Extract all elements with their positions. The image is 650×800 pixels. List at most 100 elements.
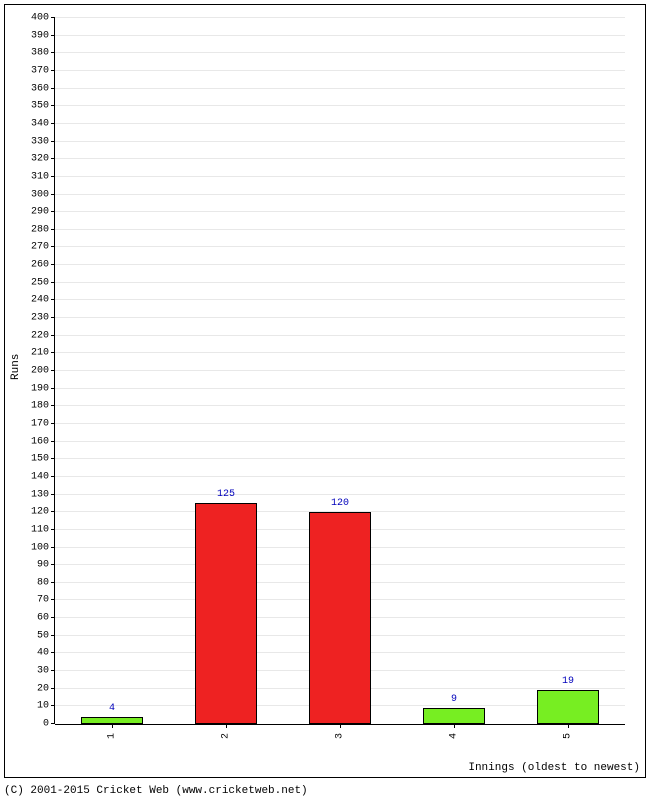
gridline <box>55 264 625 265</box>
y-tick-mark <box>51 35 55 36</box>
y-tick-label: 390 <box>31 30 49 41</box>
y-tick-label: 360 <box>31 83 49 94</box>
y-tick-mark <box>51 176 55 177</box>
y-tick-label: 0 <box>43 719 49 730</box>
y-tick-mark <box>51 511 55 512</box>
gridline <box>55 335 625 336</box>
gridline <box>55 70 625 71</box>
y-tick-label: 160 <box>31 436 49 447</box>
y-tick-label: 190 <box>31 383 49 394</box>
y-tick-label: 300 <box>31 189 49 200</box>
y-tick-mark <box>51 458 55 459</box>
y-tick-label: 380 <box>31 48 49 59</box>
y-tick-label: 100 <box>31 542 49 553</box>
plot-area: 0102030405060708090100110120130140150160… <box>55 18 625 724</box>
x-tick-mark <box>226 724 227 728</box>
bar <box>81 717 144 724</box>
gridline <box>55 246 625 247</box>
gridline <box>55 370 625 371</box>
y-tick-mark <box>51 564 55 565</box>
y-tick-mark <box>51 423 55 424</box>
y-tick-mark <box>51 229 55 230</box>
y-tick-label: 210 <box>31 348 49 359</box>
y-tick-label: 400 <box>31 13 49 24</box>
y-tick-label: 30 <box>37 666 49 677</box>
gridline <box>55 211 625 212</box>
y-tick-label: 290 <box>31 207 49 218</box>
y-tick-label: 140 <box>31 471 49 482</box>
y-tick-label: 70 <box>37 595 49 606</box>
gridline <box>55 299 625 300</box>
y-tick-label: 320 <box>31 154 49 165</box>
gridline <box>55 194 625 195</box>
y-tick-label: 270 <box>31 242 49 253</box>
gridline <box>55 158 625 159</box>
y-tick-label: 150 <box>31 454 49 465</box>
y-tick-mark <box>51 529 55 530</box>
x-axis-title: Innings (oldest to newest) <box>468 762 640 774</box>
y-tick-label: 340 <box>31 118 49 129</box>
x-tick-mark <box>568 724 569 728</box>
y-tick-mark <box>51 211 55 212</box>
gridline <box>55 17 625 18</box>
y-tick-mark <box>51 705 55 706</box>
gridline <box>55 105 625 106</box>
bar-value-label: 9 <box>451 694 457 705</box>
bar <box>195 503 258 724</box>
footer-copyright: (C) 2001-2015 Cricket Web (www.cricketwe… <box>4 785 308 797</box>
y-tick-mark <box>51 264 55 265</box>
gridline <box>55 229 625 230</box>
y-tick-mark <box>51 599 55 600</box>
gridline <box>55 88 625 89</box>
y-tick-mark <box>51 405 55 406</box>
y-tick-mark <box>51 688 55 689</box>
x-tick-label: 1 <box>107 733 118 739</box>
gridline <box>55 441 625 442</box>
x-tick-label: 5 <box>563 733 574 739</box>
bar-value-label: 125 <box>217 489 235 500</box>
gridline <box>55 317 625 318</box>
y-tick-mark <box>51 88 55 89</box>
y-tick-mark <box>51 670 55 671</box>
gridline <box>55 123 625 124</box>
y-tick-label: 60 <box>37 613 49 624</box>
y-tick-label: 200 <box>31 366 49 377</box>
y-tick-label: 130 <box>31 489 49 500</box>
y-tick-mark <box>51 194 55 195</box>
y-tick-mark <box>51 141 55 142</box>
y-tick-label: 220 <box>31 330 49 341</box>
x-tick-label: 3 <box>335 733 346 739</box>
bar <box>537 690 600 724</box>
y-tick-mark <box>51 317 55 318</box>
y-tick-label: 20 <box>37 683 49 694</box>
y-tick-label: 80 <box>37 577 49 588</box>
gridline <box>55 35 625 36</box>
y-tick-label: 10 <box>37 701 49 712</box>
y-tick-label: 110 <box>31 524 49 535</box>
y-tick-label: 350 <box>31 101 49 112</box>
gridline <box>55 176 625 177</box>
y-tick-mark <box>51 388 55 389</box>
bar-value-label: 120 <box>331 498 349 509</box>
y-tick-label: 230 <box>31 313 49 324</box>
y-tick-label: 280 <box>31 224 49 235</box>
gridline <box>55 405 625 406</box>
y-tick-mark <box>51 246 55 247</box>
y-tick-mark <box>51 158 55 159</box>
chart-frame: 0102030405060708090100110120130140150160… <box>0 0 650 800</box>
gridline <box>55 476 625 477</box>
y-tick-label: 50 <box>37 630 49 641</box>
y-tick-mark <box>51 652 55 653</box>
gridline <box>55 141 625 142</box>
y-tick-mark <box>51 52 55 53</box>
x-tick-label: 4 <box>449 733 460 739</box>
y-tick-mark <box>51 441 55 442</box>
y-tick-mark <box>51 123 55 124</box>
y-tick-mark <box>51 17 55 18</box>
y-tick-mark <box>51 352 55 353</box>
y-tick-label: 330 <box>31 136 49 147</box>
y-tick-mark <box>51 105 55 106</box>
y-tick-label: 260 <box>31 260 49 271</box>
y-tick-label: 370 <box>31 65 49 76</box>
y-tick-mark <box>51 370 55 371</box>
